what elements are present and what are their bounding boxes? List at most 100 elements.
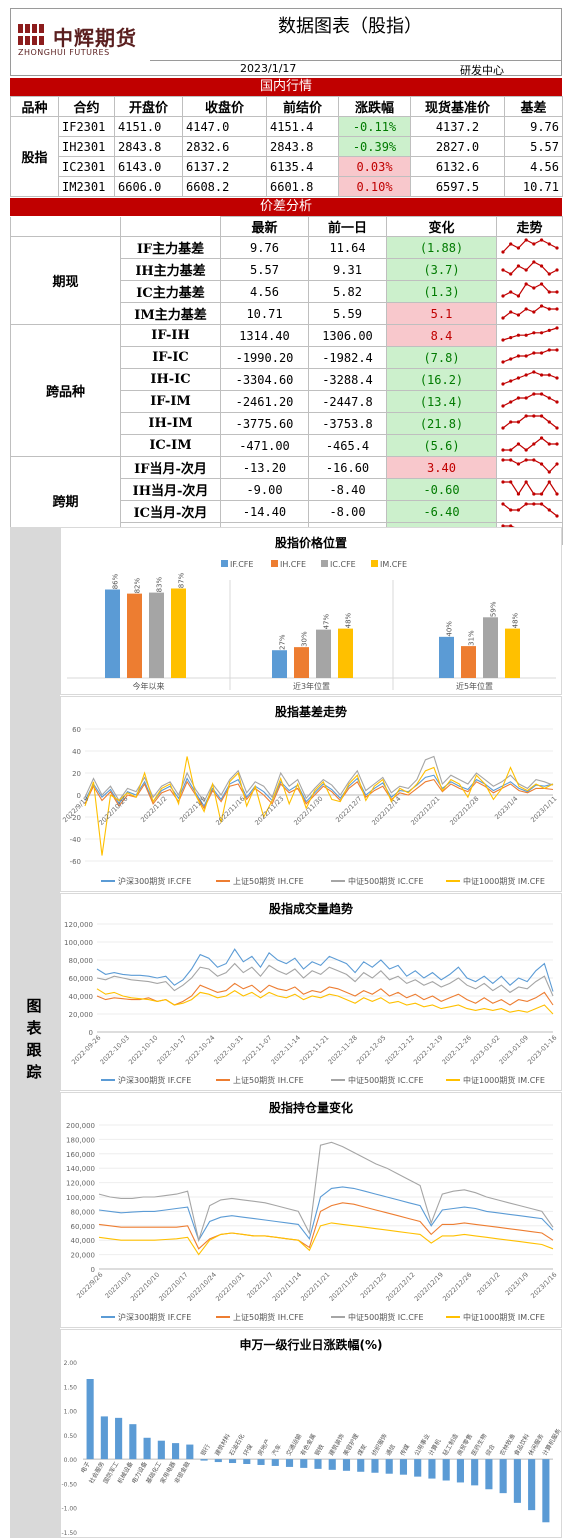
legend-swatch bbox=[271, 560, 278, 567]
col-header: 开盘价 bbox=[114, 96, 183, 117]
table-cell: -3304.60 bbox=[220, 368, 309, 391]
table-cell: -0.11% bbox=[338, 116, 411, 137]
y-tick-label: 180,000 bbox=[66, 1136, 95, 1144]
sparkline-point bbox=[532, 502, 536, 506]
y-tick-label: 20,000 bbox=[69, 1011, 94, 1019]
sparkline-point bbox=[501, 458, 505, 462]
category-label: 传媒 bbox=[398, 1443, 411, 1457]
sparkline-point bbox=[516, 442, 521, 446]
x-tick-label: 2022/11/14 bbox=[271, 1271, 303, 1303]
bar bbox=[342, 1459, 351, 1471]
col-header: 前结价 bbox=[266, 96, 339, 117]
sparkline-point bbox=[539, 282, 544, 286]
table-cell: 4.56 bbox=[220, 280, 309, 303]
bar bbox=[485, 1459, 493, 1490]
table-cell: 4151.4 bbox=[266, 116, 339, 137]
bar bbox=[456, 1459, 464, 1483]
data-label: 48% bbox=[512, 612, 520, 628]
basis-trend-chart: 股指基差走势 -60 -40 -20 0 20 40 60 2022/9/19 2022/10/… bbox=[60, 696, 562, 892]
sparkline-cell bbox=[496, 434, 563, 457]
sparkline-point bbox=[509, 420, 513, 424]
sparkline-point bbox=[509, 310, 513, 314]
bar bbox=[483, 617, 498, 678]
x-tick-label: 2022/10/17 bbox=[157, 1271, 189, 1303]
data-label: 87% bbox=[178, 572, 186, 588]
x-tick-label: 2022/12/5 bbox=[359, 1271, 388, 1300]
sparkline bbox=[503, 459, 558, 473]
bar bbox=[294, 647, 309, 678]
x-tick-label: 2023/1/16 bbox=[529, 1271, 558, 1300]
sparkline-point bbox=[547, 348, 551, 352]
logo-subtext: ZHONGHUI FUTURES bbox=[18, 48, 110, 57]
logo-grid-icon bbox=[18, 24, 46, 46]
legend-label: IC.CFE bbox=[330, 560, 356, 569]
table-cell: 6137.2 bbox=[182, 156, 267, 177]
sparkline-point bbox=[509, 272, 513, 276]
legend-label: 沪深300期货 IF.CFE bbox=[118, 1312, 191, 1322]
col-header: 基差 bbox=[504, 96, 563, 117]
sparkline-point bbox=[555, 426, 559, 430]
table-cell: -16.60 bbox=[308, 456, 387, 479]
table-cell: -0.60 bbox=[386, 478, 497, 501]
sparkline-point bbox=[516, 396, 521, 400]
spread-name: IF-IH bbox=[120, 324, 221, 347]
col-header: 收盘价 bbox=[182, 96, 267, 117]
bar bbox=[357, 1459, 365, 1472]
legend-label: 沪深300期货 IF.CFE bbox=[118, 1075, 191, 1085]
spread-name: IF当月-次月 bbox=[120, 456, 221, 479]
sparkline-point bbox=[547, 272, 551, 276]
sparkline-point bbox=[516, 492, 521, 496]
table-cell: -471.00 bbox=[220, 434, 309, 457]
table-cell: IC2301 bbox=[58, 156, 115, 177]
table-row: 跨期 IF当月-次月 -13.20 -16.60 3.40 bbox=[10, 456, 563, 545]
category-label: 环保 bbox=[242, 1443, 255, 1457]
spread-name: IC当月-次月 bbox=[120, 500, 221, 523]
table-cell: 6143.0 bbox=[114, 156, 183, 177]
table-cell: 2843.8 bbox=[114, 136, 183, 157]
table-cell: 8.4 bbox=[386, 324, 497, 347]
bar bbox=[414, 1459, 422, 1477]
sparkline-point bbox=[547, 420, 551, 424]
chart-title: 股指基差走势 bbox=[274, 705, 347, 719]
sparkline-point bbox=[524, 458, 528, 462]
bar bbox=[271, 1459, 279, 1466]
table-cell: (1.88) bbox=[386, 236, 497, 259]
y-tick-label: -1.50 bbox=[61, 1530, 77, 1537]
bar bbox=[385, 1459, 393, 1474]
table-cell: 4147.0 bbox=[182, 116, 267, 137]
sparkline-point bbox=[524, 373, 528, 377]
sparkline-point bbox=[532, 331, 536, 335]
sparkline-point bbox=[524, 268, 528, 272]
category-label: 综合 bbox=[484, 1443, 497, 1457]
table-cell: -2447.8 bbox=[308, 390, 387, 413]
legend-label: 上证50期货 IH.CFE bbox=[233, 1075, 304, 1085]
table-cell: 5.57 bbox=[220, 258, 309, 281]
bar bbox=[129, 1424, 137, 1460]
spread-name: IF-IC bbox=[120, 346, 221, 369]
table-cell: (21.8) bbox=[386, 412, 497, 435]
y-tick-label: -0.50 bbox=[61, 1481, 77, 1488]
x-tick-label: 2023-01-02 bbox=[469, 1034, 501, 1066]
sparkline bbox=[502, 283, 557, 297]
sparkline-point bbox=[524, 396, 528, 400]
legend-swatch bbox=[321, 560, 328, 567]
category-label: 计算机 bbox=[427, 1438, 443, 1458]
col-header: 现货基准价 bbox=[410, 96, 505, 117]
sparkline-point bbox=[509, 357, 513, 361]
table-cell: 6601.8 bbox=[266, 176, 339, 197]
x-tick-label: 2023-01-09 bbox=[498, 1034, 530, 1066]
sparkline-point bbox=[501, 250, 505, 254]
sparkline-point bbox=[501, 294, 505, 298]
table-cell: 1314.40 bbox=[220, 324, 309, 347]
y-tick-label: 160,000 bbox=[66, 1151, 95, 1159]
legend-swatch bbox=[221, 560, 228, 567]
spread-name: IM主力基差 bbox=[120, 302, 221, 325]
chart-title: 股指成交量趋势 bbox=[268, 902, 353, 916]
x-tick-label: 2022/11/21 bbox=[299, 1271, 331, 1303]
table-row: IF-IC -1990.20 -1982.4 (7.8) bbox=[11, 346, 563, 369]
sparkline-point bbox=[524, 307, 528, 311]
table-cell: -1982.4 bbox=[308, 346, 387, 369]
chart-tracking-label: 图 表 跟 踪 bbox=[22, 995, 46, 1083]
category-label: 钢铁 bbox=[313, 1443, 326, 1457]
sparkline-cell bbox=[496, 258, 563, 281]
